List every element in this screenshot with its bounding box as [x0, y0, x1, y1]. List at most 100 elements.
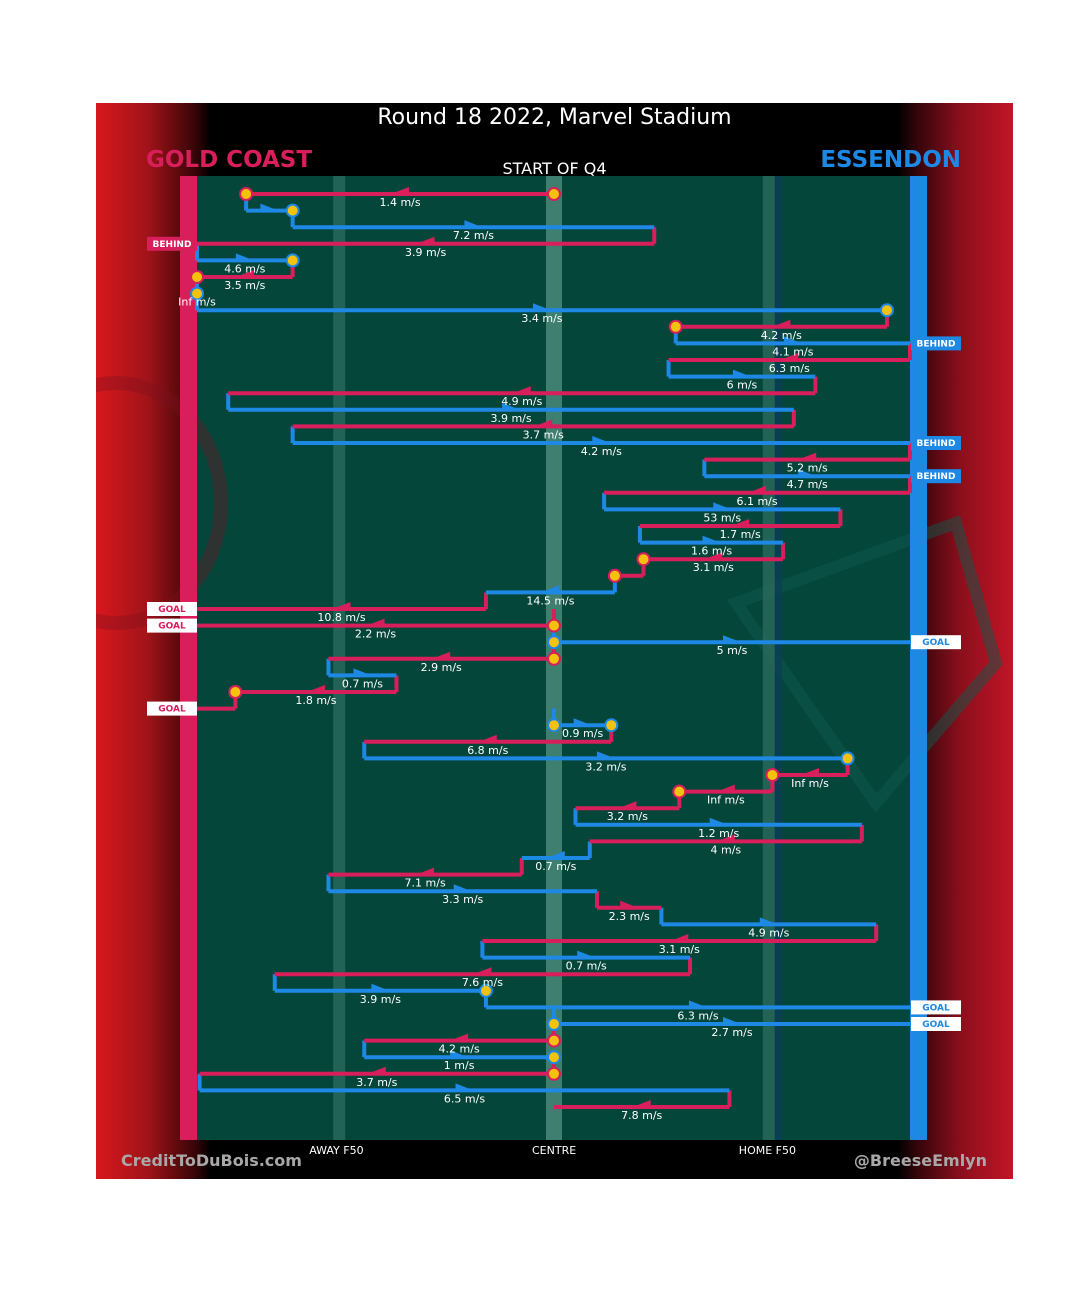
zone-label-centre: CENTRE — [532, 1144, 576, 1157]
chain-arrow-45 — [670, 934, 689, 941]
speed-label-27: 5 m/s — [717, 644, 748, 657]
speed-label-25: 10.8 m/s — [317, 611, 365, 624]
chain-arrow-39 — [716, 834, 735, 842]
speed-label-28: 2.9 m/s — [421, 661, 462, 674]
event-marker-end-32 — [604, 718, 619, 733]
speed-label-43: 2.3 m/s — [609, 910, 650, 923]
chart-frame: AWAY F50 CENTRE HOME F50 1.4 m/s 7.2 m/s 3.9 … — [96, 103, 1013, 1179]
event-marker-end-6 — [190, 286, 204, 301]
zone-label-away: AWAY F50 — [309, 1144, 363, 1157]
result-tag-31: GOAL — [158, 705, 186, 715]
speed-label-52: 1 m/s — [444, 1059, 475, 1072]
event-marker-end-52 — [547, 1050, 561, 1065]
event-marker-end-1 — [285, 203, 300, 218]
chain-arrow-20 — [731, 519, 750, 526]
footer-handle: @BreeseEmlyn — [853, 1151, 987, 1170]
chain-arrow-28 — [432, 651, 451, 659]
chain-arrow-34 — [596, 751, 615, 759]
chain-arrow-24 — [541, 585, 560, 593]
speed-label-37: 3.2 m/s — [607, 810, 648, 823]
speed-label-0: 1.4 m/s — [379, 196, 420, 209]
speed-label-20: 1.7 m/s — [720, 528, 761, 541]
event-marker-end-36 — [672, 784, 687, 799]
chain-arrow-12 — [512, 386, 531, 394]
chain-arrow-49 — [688, 1000, 707, 1008]
chain-arrow-11 — [732, 369, 751, 377]
speed-label-21: 1.6 m/s — [691, 545, 732, 558]
speed-label-17: 4.7 m/s — [787, 478, 828, 491]
chain-arrow-27 — [723, 635, 741, 643]
speed-label-42: 3.3 m/s — [442, 893, 483, 906]
quarter-label: START OF Q4 — [502, 159, 607, 178]
speed-label-48: 3.9 m/s — [360, 993, 401, 1006]
speed-label-55: 7.8 m/s — [621, 1109, 662, 1122]
chain-arrow-50 — [723, 1017, 741, 1024]
result-tag-9: BEHIND — [917, 339, 956, 349]
speed-label-7: 3.4 m/s — [521, 312, 562, 325]
chain-arrow-30 — [306, 685, 325, 692]
chain-arrow-8 — [772, 319, 791, 327]
speed-label-12: 4.9 m/s — [501, 395, 542, 408]
chain-arrow-54 — [455, 1083, 474, 1091]
speed-label-26: 2.2 m/s — [355, 628, 396, 641]
result-tag-bg-31 — [147, 701, 197, 716]
chain-arrow-0 — [391, 187, 410, 194]
result-tag-15: BEHIND — [917, 439, 956, 449]
chain-arrow-18 — [748, 485, 767, 493]
home-f50-edge — [774, 176, 782, 1140]
chain-arrow-5 — [235, 270, 254, 277]
event-marker-end-35 — [765, 768, 780, 782]
result-tag-bg-49 — [911, 1000, 961, 1015]
speed-label-40: 0.7 m/s — [535, 860, 576, 873]
result-tag-49: GOAL — [922, 1003, 950, 1013]
chain-arrow-14 — [534, 419, 553, 427]
team-left-name: GOLD COAST — [146, 147, 313, 173]
speed-label-19: 53 m/s — [703, 511, 741, 524]
speed-label-36: Inf m/s — [707, 794, 745, 807]
event-marker-start-51 — [547, 1033, 561, 1048]
result-tag-3: BEHIND — [153, 240, 192, 250]
speed-label-2: 7.2 m/s — [453, 229, 494, 242]
speed-label-18: 6.1 m/s — [736, 495, 777, 508]
speed-label-41: 7.1 m/s — [405, 877, 446, 890]
event-marker-end-22 — [636, 552, 651, 567]
result-tag-bg-26 — [147, 618, 197, 633]
speed-label-14: 3.7 m/s — [523, 428, 564, 441]
result-tag-bg-17 — [911, 469, 961, 484]
chain-arrow-21 — [702, 535, 721, 543]
speed-label-3: 3.9 m/s — [405, 246, 446, 259]
watermark-right-logo — [726, 515, 1003, 813]
speed-label-11: 6 m/s — [727, 379, 758, 392]
event-marker-start-0 — [547, 187, 561, 201]
result-tag-17: BEHIND — [917, 472, 956, 482]
speed-label-30: 1.8 m/s — [295, 694, 336, 707]
chain-arrow-4 — [235, 253, 254, 261]
chain-arrow-25 — [332, 602, 351, 609]
result-tag-bg-9 — [911, 336, 961, 351]
chain-arrow-48 — [371, 983, 390, 991]
chain-arrow-55 — [632, 1100, 651, 1107]
chain-arrow-36 — [716, 784, 735, 792]
speed-label-8: 4.2 m/s — [761, 329, 802, 342]
chain-arrow-51 — [450, 1033, 469, 1041]
event-marker-start-32 — [547, 718, 561, 733]
chain-arrow-1 — [260, 203, 279, 211]
chain-arrow-42 — [453, 884, 472, 892]
chain-arrow-46 — [577, 950, 596, 958]
result-tag-bg-15 — [911, 436, 961, 450]
left-goal-post — [180, 176, 197, 1140]
event-marker-end-7 — [879, 303, 894, 318]
speed-label-53: 3.7 m/s — [356, 1076, 397, 1089]
chart-title: Round 18 2022, Marvel Stadium — [377, 105, 732, 130]
chain-arrow-38 — [709, 817, 728, 825]
speed-label-49: 6.3 m/s — [677, 1009, 718, 1022]
chain-arrow-13 — [502, 402, 521, 410]
speed-label-46: 0.7 m/s — [566, 960, 607, 973]
chain-arrow-44 — [759, 917, 778, 925]
speed-label-5: 3.5 m/s — [224, 279, 265, 292]
speed-label-54: 6.5 m/s — [444, 1092, 485, 1105]
chain-arrow-40 — [546, 851, 565, 858]
chain-arrow-52 — [450, 1050, 469, 1058]
speed-label-32: 0.9 m/s — [562, 727, 603, 740]
chain-arrow-33 — [478, 734, 497, 742]
